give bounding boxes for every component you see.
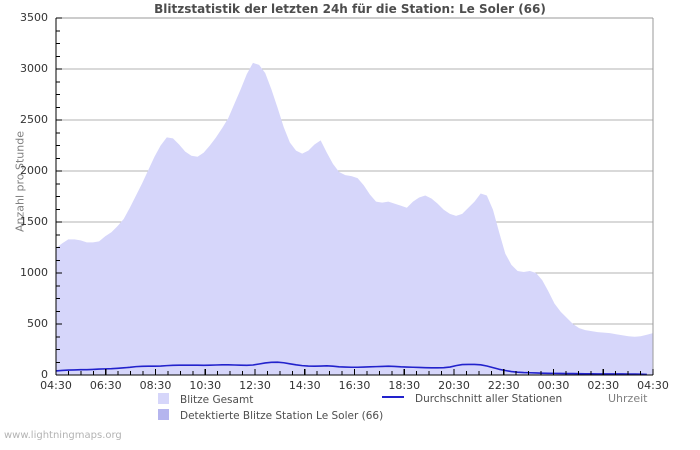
legend-item-blitze-gesamt[interactable]: Blitze Gesamt: [158, 393, 253, 406]
x-axis-label: Uhrzeit: [608, 392, 648, 405]
x-tick-label: 12:30: [239, 379, 271, 392]
y-tick-label: 500: [27, 317, 48, 330]
legend-label-total: Blitze Gesamt: [180, 394, 254, 406]
y-tick-label: 2000: [20, 164, 48, 177]
x-tick-label: 20:30: [438, 379, 470, 392]
x-tick-label: 16:30: [338, 379, 371, 392]
y-tick-label: 0: [41, 368, 48, 381]
legend-item-detektierte-blitze-station[interactable]: Detektierte Blitze Station Le Soler (66): [158, 409, 383, 422]
x-tick-label: 10:30: [189, 379, 222, 392]
x-tick-label: 18:30: [388, 379, 421, 392]
x-tick-label: 02:30: [587, 379, 620, 392]
x-tick-label: 08:30: [139, 379, 172, 392]
y-tick-label: 1500: [20, 215, 48, 228]
legend-swatch-station: [158, 409, 169, 420]
legend-label-average: Durchschnitt aller Stationen: [415, 393, 563, 405]
area-blitze-gesamt: [56, 62, 653, 375]
x-tick-label: 04:30: [40, 379, 72, 392]
y-tick-label: 2500: [20, 113, 48, 126]
legend-item-durchschnitt-aller-stationen[interactable]: Durchschnitt aller Stationen: [382, 393, 562, 405]
x-tick-label: 06:30: [89, 379, 122, 392]
legend-line-average: [382, 396, 404, 398]
page-title: Blitzstatistik der letzten 24h für die S…: [154, 2, 546, 16]
y-tick-label: 3000: [20, 62, 48, 75]
x-tick-label: 00:30: [537, 379, 570, 392]
y-tick-label: 1000: [20, 266, 48, 279]
x-tick-label: 04:30: [637, 379, 669, 392]
y-tick-label: 3500: [20, 11, 48, 24]
legend-label-station: Detektierte Blitze Station Le Soler (66): [180, 410, 384, 422]
footer-credit: www.lightningmaps.org: [4, 430, 122, 441]
x-tick-label: 22:30: [487, 379, 520, 392]
legend-swatch-total: [158, 393, 169, 404]
x-tick-label: 14:30: [288, 379, 321, 392]
chart-legend: Blitze Gesamt Detektierte Blitze Station…: [0, 393, 700, 427]
line-durchschnitt-aller-stationen: [55, 361, 647, 376]
